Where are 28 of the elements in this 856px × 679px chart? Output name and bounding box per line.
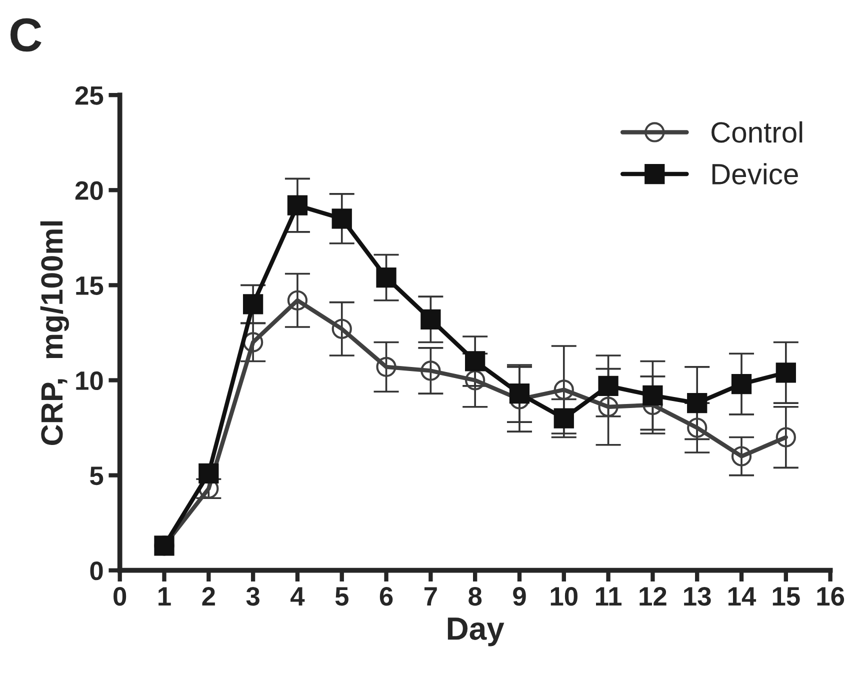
x-tick-label: 12 bbox=[640, 587, 666, 606]
y-tick-label: 20 bbox=[75, 181, 103, 200]
x-tick-label: 14 bbox=[728, 587, 756, 606]
legend-label: Control bbox=[712, 121, 802, 143]
y-tick-label: 15 bbox=[76, 276, 104, 295]
x-tick-label: 5 bbox=[335, 587, 348, 606]
x-tick-label: 6 bbox=[380, 587, 393, 606]
y-tick-label: 0 bbox=[90, 561, 103, 580]
x-tick-label: 7 bbox=[424, 587, 437, 606]
x-axis-title: Day bbox=[448, 618, 504, 646]
legend-label: Device bbox=[712, 163, 798, 185]
x-tick-label: 1 bbox=[158, 587, 171, 606]
y-axis-title: CRP, mg/100ml bbox=[40, 221, 69, 445]
y-tick-label: 25 bbox=[75, 86, 104, 105]
x-tick-label: 15 bbox=[772, 587, 800, 606]
x-tick-label: 13 bbox=[684, 587, 711, 606]
x-tick-label: 4 bbox=[290, 587, 305, 606]
x-tick-label: 16 bbox=[817, 587, 844, 606]
y-tick-label: 5 bbox=[90, 466, 104, 486]
x-tick-label: 0 bbox=[114, 587, 126, 606]
chart-title: C bbox=[10, 18, 42, 52]
x-tick-label: 10 bbox=[550, 587, 578, 606]
x-tick-label: 9 bbox=[513, 587, 526, 606]
x-tick-label: 8 bbox=[468, 587, 482, 606]
y-tick-label: 10 bbox=[76, 371, 103, 390]
x-tick-label: 11 bbox=[596, 587, 622, 606]
x-tick-label: 3 bbox=[246, 587, 260, 606]
x-tick-label: 2 bbox=[202, 587, 215, 606]
